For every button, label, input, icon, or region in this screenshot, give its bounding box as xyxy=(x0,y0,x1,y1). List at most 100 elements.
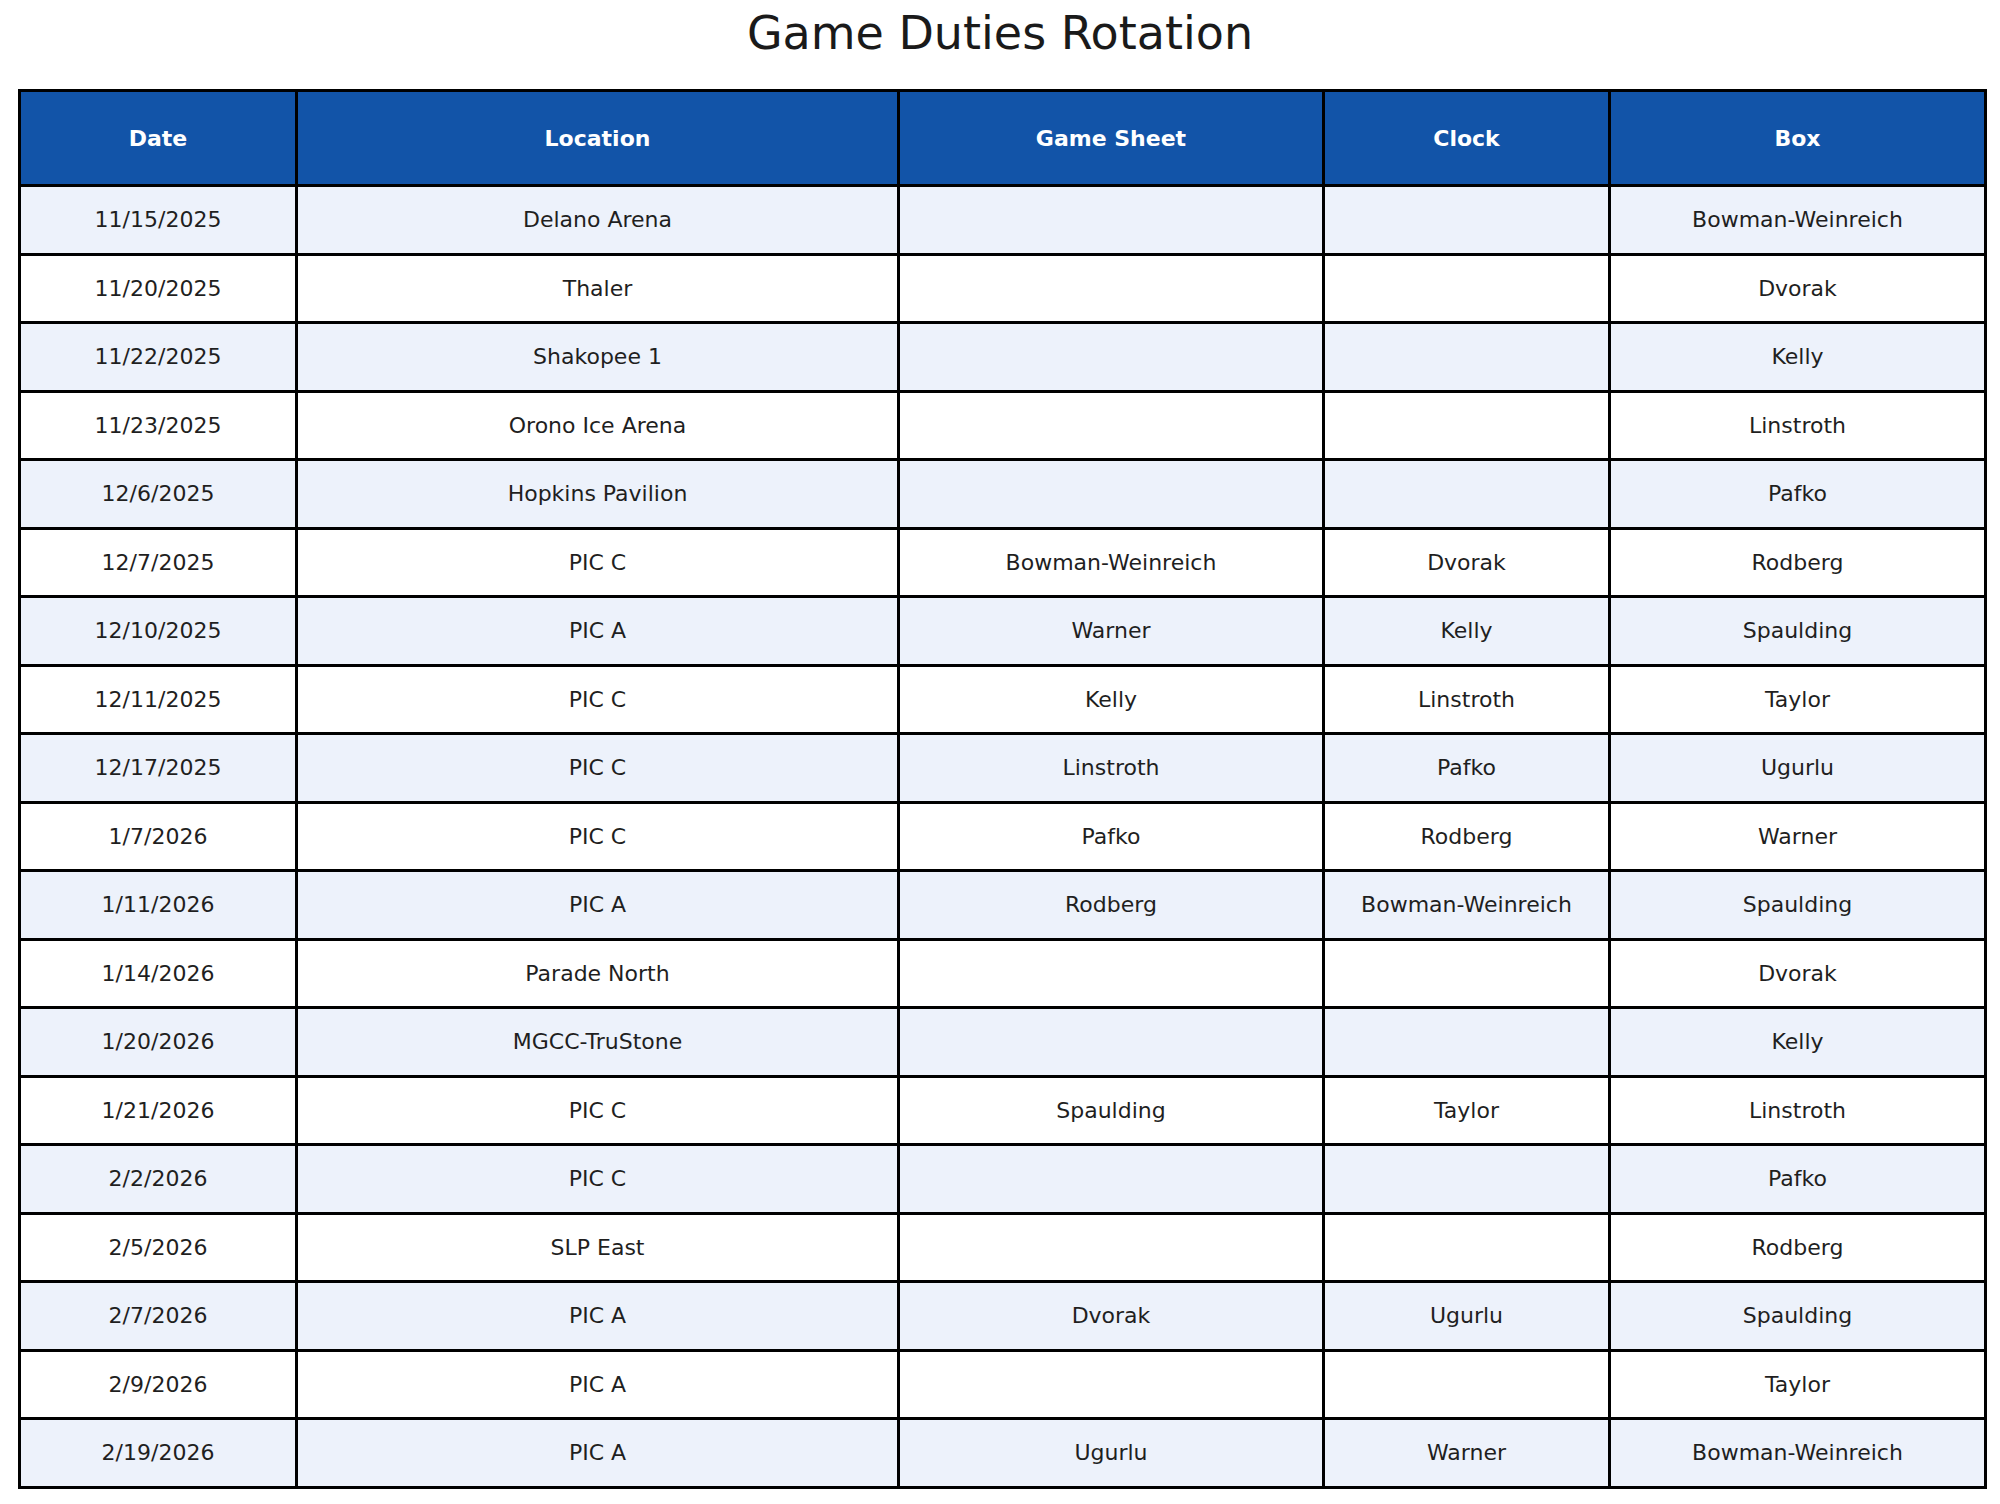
cell-date: 11/23/2025 xyxy=(20,391,297,460)
table-row: 2/19/2026PIC AUgurluWarnerBowman-Weinrei… xyxy=(20,1419,1986,1488)
table-row: 2/5/2026SLP EastRodberg xyxy=(20,1213,1986,1282)
cell-clock: Bowman-Weinreich xyxy=(1324,871,1610,940)
cell-date: 1/21/2026 xyxy=(20,1076,297,1145)
cell-location: Shakopee 1 xyxy=(297,323,899,392)
cell-date: 11/15/2025 xyxy=(20,186,297,255)
cell-clock: Warner xyxy=(1324,1419,1610,1488)
cell-clock xyxy=(1324,186,1610,255)
cell-clock xyxy=(1324,323,1610,392)
table-row: 1/7/2026PIC CPafkoRodbergWarner xyxy=(20,802,1986,871)
table-row: 11/20/2025ThalerDvorak xyxy=(20,254,1986,323)
cell-game-sheet: Ugurlu xyxy=(899,1419,1324,1488)
table-row: 2/7/2026PIC ADvorakUgurluSpaulding xyxy=(20,1282,1986,1351)
cell-game-sheet xyxy=(899,391,1324,460)
cell-clock xyxy=(1324,254,1610,323)
cell-clock: Rodberg xyxy=(1324,802,1610,871)
cell-clock xyxy=(1324,460,1610,529)
cell-game-sheet xyxy=(899,1008,1324,1077)
cell-clock: Taylor xyxy=(1324,1076,1610,1145)
cell-date: 11/22/2025 xyxy=(20,323,297,392)
cell-game-sheet: Dvorak xyxy=(899,1282,1324,1351)
cell-box: Bowman-Weinreich xyxy=(1610,1419,1986,1488)
cell-location: PIC C xyxy=(297,528,899,597)
table-row: 1/20/2026MGCC-TruStone Kelly xyxy=(20,1008,1986,1077)
table-row: 12/11/2025PIC CKellyLinstrothTaylor xyxy=(20,665,1986,734)
column-header-game-sheet: Game Sheet xyxy=(899,91,1324,186)
cell-location: PIC A xyxy=(297,871,899,940)
column-header-date: Date xyxy=(20,91,297,186)
header-row: DateLocationGame SheetClockBox xyxy=(20,91,1986,186)
cell-box: Kelly xyxy=(1610,323,1986,392)
cell-game-sheet xyxy=(899,939,1324,1008)
table-row: 12/6/2025Hopkins PavilionPafko xyxy=(20,460,1986,529)
table-row: 11/23/2025Orono Ice Arena Linstroth xyxy=(20,391,1986,460)
cell-location: PIC C xyxy=(297,665,899,734)
cell-box: Kelly xyxy=(1610,1008,1986,1077)
cell-date: 2/2/2026 xyxy=(20,1145,297,1214)
page-title: Game Duties Rotation xyxy=(0,6,2000,60)
cell-date: 2/7/2026 xyxy=(20,1282,297,1351)
cell-location: PIC A xyxy=(297,1350,899,1419)
cell-date: 12/10/2025 xyxy=(20,597,297,666)
cell-box: Ugurlu xyxy=(1610,734,1986,803)
cell-location: PIC C xyxy=(297,1076,899,1145)
cell-date: 1/11/2026 xyxy=(20,871,297,940)
cell-game-sheet xyxy=(899,460,1324,529)
cell-clock: Dvorak xyxy=(1324,528,1610,597)
cell-box: Pafko xyxy=(1610,1145,1986,1214)
cell-location: PIC A xyxy=(297,1282,899,1351)
cell-location: PIC A xyxy=(297,597,899,666)
cell-clock: Ugurlu xyxy=(1324,1282,1610,1351)
cell-date: 12/7/2025 xyxy=(20,528,297,597)
cell-date: 1/7/2026 xyxy=(20,802,297,871)
cell-date: 2/19/2026 xyxy=(20,1419,297,1488)
cell-date: 2/5/2026 xyxy=(20,1213,297,1282)
cell-box: Spaulding xyxy=(1610,1282,1986,1351)
cell-date: 2/9/2026 xyxy=(20,1350,297,1419)
cell-box: Warner xyxy=(1610,802,1986,871)
cell-game-sheet: Rodberg xyxy=(899,871,1324,940)
duties-table: DateLocationGame SheetClockBox 11/15/202… xyxy=(18,89,1987,1489)
cell-location: PIC C xyxy=(297,802,899,871)
cell-box: Linstroth xyxy=(1610,1076,1986,1145)
table-row: 1/11/2026PIC ARodbergBowman-WeinreichSpa… xyxy=(20,871,1986,940)
cell-clock xyxy=(1324,1008,1610,1077)
table-row: 1/21/2026PIC CSpauldingTaylorLinstroth xyxy=(20,1076,1986,1145)
cell-box: Linstroth xyxy=(1610,391,1986,460)
cell-game-sheet xyxy=(899,254,1324,323)
cell-location: PIC C xyxy=(297,734,899,803)
column-header-location: Location xyxy=(297,91,899,186)
table-row: 11/22/2025Shakopee 1 Kelly xyxy=(20,323,1986,392)
cell-location: PIC A xyxy=(297,1419,899,1488)
table-row: 12/7/2025PIC CBowman-WeinreichDvorakRodb… xyxy=(20,528,1986,597)
cell-date: 1/20/2026 xyxy=(20,1008,297,1077)
cell-box: Bowman-Weinreich xyxy=(1610,186,1986,255)
cell-location: Orono Ice Arena xyxy=(297,391,899,460)
cell-clock xyxy=(1324,391,1610,460)
cell-box: Spaulding xyxy=(1610,597,1986,666)
cell-box: Taylor xyxy=(1610,665,1986,734)
table-row: 11/15/2025Delano ArenaBowman-Weinreich xyxy=(20,186,1986,255)
cell-clock xyxy=(1324,939,1610,1008)
column-header-clock: Clock xyxy=(1324,91,1610,186)
table-row: 2/2/2026PIC C Pafko xyxy=(20,1145,1986,1214)
cell-location: PIC C xyxy=(297,1145,899,1214)
cell-location: MGCC-TruStone xyxy=(297,1008,899,1077)
cell-date: 1/14/2026 xyxy=(20,939,297,1008)
cell-clock xyxy=(1324,1213,1610,1282)
table-row: 1/14/2026Parade NorthDvorak xyxy=(20,939,1986,1008)
cell-game-sheet: Spaulding xyxy=(899,1076,1324,1145)
cell-box: Rodberg xyxy=(1610,528,1986,597)
cell-date: 11/20/2025 xyxy=(20,254,297,323)
cell-date: 12/11/2025 xyxy=(20,665,297,734)
table-row: 12/17/2025PIC CLinstrothPafkoUgurlu xyxy=(20,734,1986,803)
cell-clock xyxy=(1324,1145,1610,1214)
cell-game-sheet xyxy=(899,186,1324,255)
cell-game-sheet xyxy=(899,1145,1324,1214)
cell-box: Dvorak xyxy=(1610,939,1986,1008)
cell-clock: Kelly xyxy=(1324,597,1610,666)
cell-location: Thaler xyxy=(297,254,899,323)
cell-game-sheet xyxy=(899,1213,1324,1282)
cell-game-sheet: Bowman-Weinreich xyxy=(899,528,1324,597)
cell-date: 12/6/2025 xyxy=(20,460,297,529)
